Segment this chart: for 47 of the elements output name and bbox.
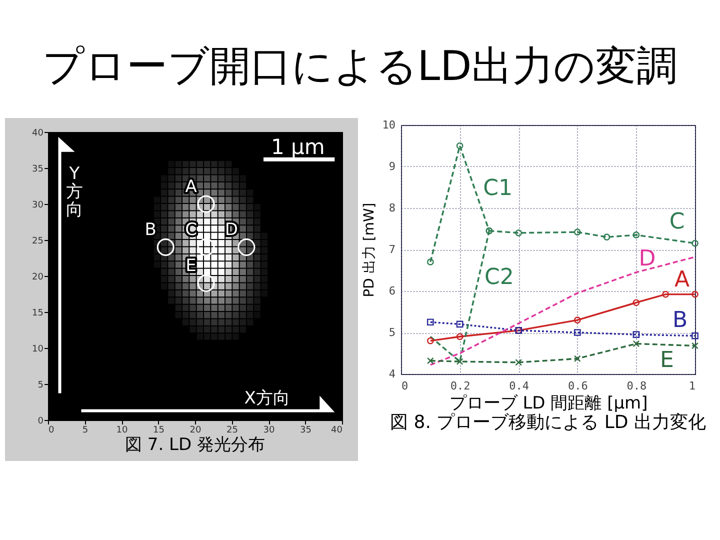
series-label: D <box>638 246 656 272</box>
x-tick-label: 0 <box>402 380 408 392</box>
x-tick-label: 0.2 <box>450 380 470 392</box>
y-tick-label: 40 <box>32 128 44 138</box>
y-tick-label: 5 <box>388 326 396 339</box>
x-tick-label: 0.8 <box>626 380 647 392</box>
y-tick-label: 25 <box>32 236 44 246</box>
chart-title: プローブ開口によるLD出力の変調 <box>41 42 679 90</box>
y-tick-label: 9 <box>388 160 396 173</box>
x-tick-label: 15 <box>153 426 164 436</box>
y-tick-label: 7 <box>388 243 396 256</box>
series-label: B <box>144 220 156 240</box>
caption: 図 8. プローブ移動による LD 出力変化 <box>390 412 706 433</box>
series-label: E <box>660 348 674 373</box>
x-tick-label: 35 <box>300 426 312 436</box>
series-label: C <box>669 209 685 234</box>
y-tick-label: 8 <box>388 202 396 214</box>
x-tick-label: 0 <box>48 426 54 436</box>
x-tick-label: 0.6 <box>568 380 588 392</box>
y-tick-label: 20 <box>32 272 44 282</box>
y-tick-label: 15 <box>32 308 44 318</box>
series-label: B <box>672 308 688 333</box>
x-tick-label: 1 <box>688 380 696 392</box>
y-tick-label: 4 <box>388 368 396 380</box>
series-label: C1 <box>483 176 512 201</box>
x-tick-label: 30 <box>263 426 275 436</box>
x-tick-label: 20 <box>190 426 202 436</box>
x-tick-label: 0.4 <box>509 380 530 392</box>
series-label: C2 <box>484 264 514 290</box>
annotation: 1 μm <box>270 134 325 159</box>
y-tick-label: 35 <box>32 164 44 174</box>
y-tick-label: 30 <box>32 200 44 210</box>
annotation: X方向 <box>244 388 290 408</box>
x-axis-title: プローブ LD 間距離 [μm] <box>449 394 648 414</box>
x-tick-label: 5 <box>82 426 88 436</box>
y-axis-title: PD 出力 [mW] <box>361 202 378 298</box>
y-tick-label: 10 <box>32 344 44 354</box>
x-tick-label: 40 <box>331 426 343 436</box>
series-label: A <box>674 267 690 292</box>
y-tick-label: 10 <box>382 118 396 132</box>
y-tick-label: 0 <box>38 416 44 426</box>
caption: 図 7. LD 発光分布 <box>125 435 265 455</box>
x-tick-label: 10 <box>116 426 128 436</box>
x-tick-label: 25 <box>226 426 238 436</box>
series-label: A <box>185 177 198 197</box>
annotation: Y方向 <box>66 164 83 220</box>
y-tick-label: 6 <box>388 284 396 298</box>
